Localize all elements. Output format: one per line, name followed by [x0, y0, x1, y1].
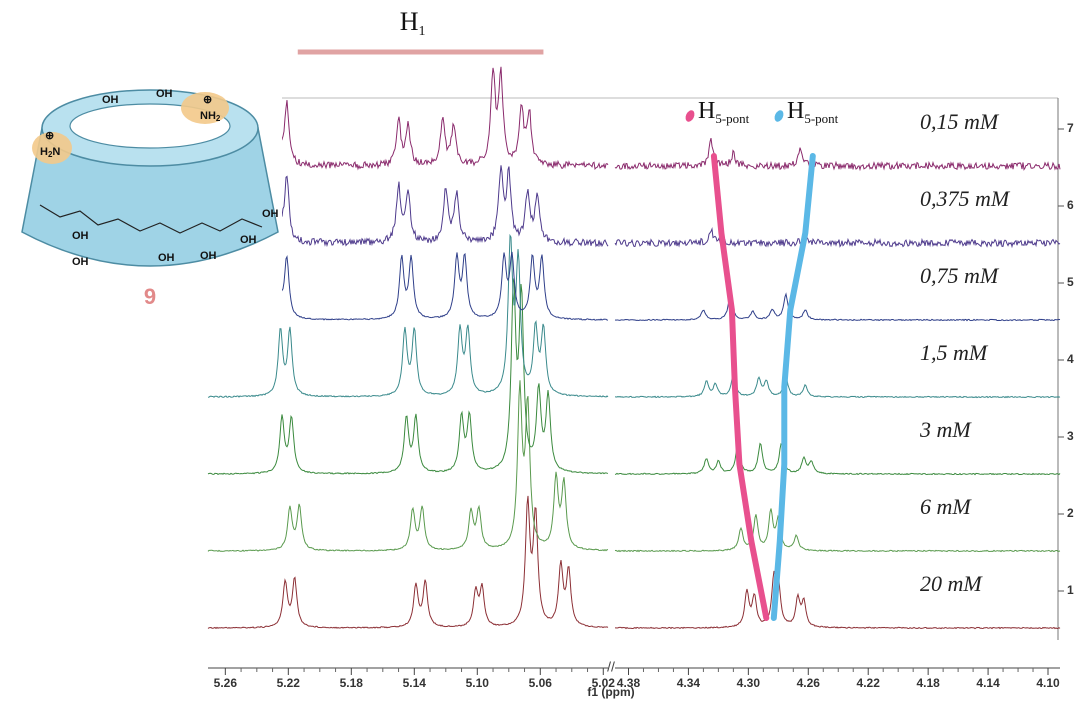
- molecule-label: OH: [262, 208, 279, 220]
- spectrum-trace: [207, 233, 609, 398]
- legend-label: H5-pont: [698, 98, 750, 126]
- annotation-label: H1: [400, 7, 426, 39]
- molecule-label: ⊕: [45, 130, 54, 142]
- legend-subscript: 5-pont: [804, 111, 838, 126]
- trace-number: 5: [1067, 275, 1074, 289]
- label-part: OH: [102, 94, 119, 106]
- spectrum-trace: [207, 495, 609, 630]
- charge-highlight: [181, 92, 229, 124]
- x-tick-label: 4.22: [857, 676, 881, 690]
- compound-number: 9: [144, 284, 156, 309]
- x-axis-label: f1 (ppm): [587, 685, 634, 699]
- legend-swatch: [685, 110, 695, 122]
- trace-number: 3: [1067, 429, 1074, 443]
- concentration-label: 0,15 mM: [920, 109, 1000, 134]
- legend-name: H: [698, 98, 715, 124]
- x-tick-label: 5.22: [277, 676, 301, 690]
- concentration-label: 6 mM: [920, 494, 972, 519]
- x-tick-label: 4.26: [797, 676, 821, 690]
- sugar-ring-sketch: [39, 204, 263, 234]
- x-tick-label: 5.02: [592, 676, 616, 690]
- label-part: NH: [200, 110, 216, 122]
- x-tick-label: 4.34: [677, 676, 701, 690]
- trace-number: 4: [1067, 352, 1074, 366]
- label-part: OH: [262, 208, 279, 220]
- molecule-label: OH: [200, 250, 217, 262]
- label-part: N: [52, 146, 60, 158]
- label-part: H: [40, 146, 48, 158]
- concentration-label: 1,5 mM: [920, 340, 989, 365]
- x-tick-label: 5.10: [466, 676, 490, 690]
- label-part: OH: [72, 256, 89, 268]
- spectrum-trace: [614, 508, 1061, 553]
- molecule-label: OH: [102, 94, 119, 106]
- label-subscript: 2: [48, 150, 53, 159]
- concentration-label: 3 mM: [919, 417, 972, 442]
- label-part: OH: [200, 250, 217, 262]
- label-part: OH: [158, 252, 175, 264]
- spectrum-trace: [614, 441, 1061, 476]
- x-tick-label: 4.30: [737, 676, 761, 690]
- molecule-label: OH: [156, 88, 173, 100]
- spectrum-trace: [614, 292, 1061, 322]
- molecule-label: OH: [158, 252, 175, 264]
- molecule-label: H2N: [40, 146, 60, 159]
- x-tick-label: 4.38: [617, 676, 641, 690]
- label-part: OH: [156, 88, 173, 100]
- x-tick-label: 4.14: [976, 676, 1000, 690]
- label-part: ⊕: [45, 130, 54, 142]
- x-tick-label: 5.18: [340, 676, 364, 690]
- x-tick-label: 5.14: [403, 676, 427, 690]
- trace-number: 1: [1067, 583, 1074, 597]
- spectrum-trace: [207, 380, 609, 553]
- legend-swatch: [774, 110, 784, 122]
- x-tick-label: 5.06: [529, 676, 553, 690]
- spectrum-trace: [207, 277, 609, 475]
- charge-highlight: [32, 132, 72, 164]
- molecule-label: ⊕: [203, 94, 212, 106]
- trace-number: 6: [1067, 198, 1074, 212]
- concentration-label: 20 mM: [920, 571, 983, 596]
- spectrum-trace: [614, 137, 1061, 172]
- label-part: ⊕: [203, 94, 212, 106]
- spectrum-trace: [615, 373, 1061, 399]
- concentration-label: 0,375 mM: [920, 186, 1011, 211]
- spectrum-trace: [614, 227, 1061, 249]
- annotation-subscript: 1: [418, 24, 425, 39]
- molecule-label: OH: [72, 256, 89, 268]
- x-tick-label: 5.26: [214, 676, 238, 690]
- spectrum-trace: [615, 570, 1061, 630]
- axis-break: //: [607, 659, 615, 675]
- trace-number: 7: [1067, 121, 1074, 135]
- label-part: OH: [240, 234, 257, 246]
- label-subscript: 2: [216, 114, 221, 123]
- shift-track: [770, 153, 816, 621]
- trace-number: 2: [1067, 506, 1074, 520]
- traces: [207, 66, 1061, 630]
- legend-subscript: 5-pont: [715, 111, 749, 126]
- molecule-label: OH: [240, 234, 257, 246]
- legend-label: H5-pont: [787, 98, 839, 126]
- molecule-label: OH: [72, 230, 89, 242]
- legend-name: H: [787, 98, 804, 124]
- x-tick-label: 4.10: [1036, 676, 1060, 690]
- concentration-label: 0,75 mM: [920, 263, 1000, 288]
- molecule-label: NH2: [200, 110, 221, 123]
- label-part: OH: [72, 230, 89, 242]
- x-tick-label: 4.18: [916, 676, 940, 690]
- annotation-text: H: [400, 7, 419, 36]
- shift-track: [710, 153, 770, 621]
